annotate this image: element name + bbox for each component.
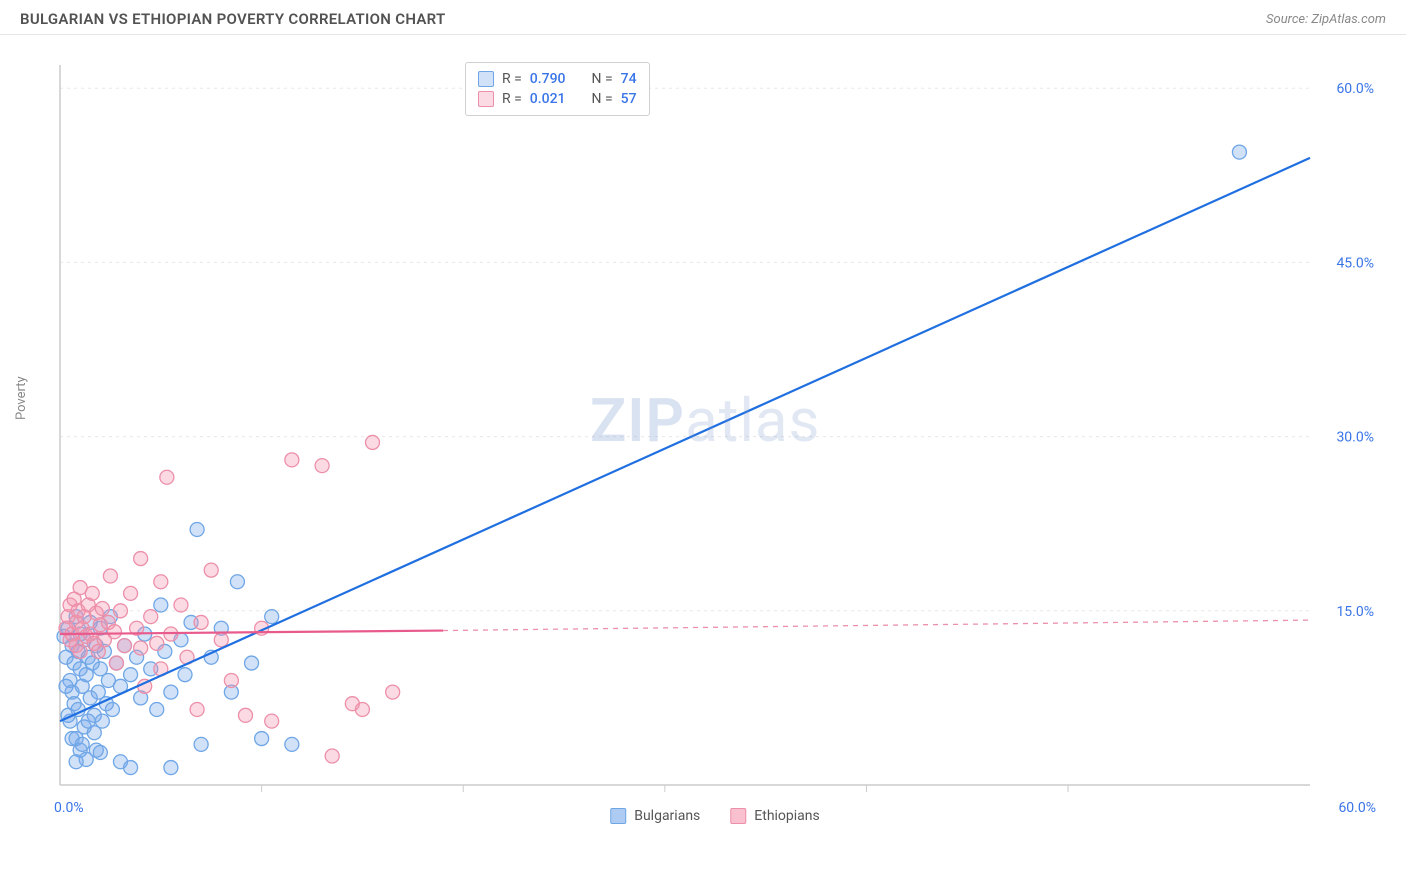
regression-dash-ethiopians [443, 620, 1310, 630]
data-point-ethiopians [386, 685, 400, 699]
y-axis-label: Poverty [14, 376, 29, 420]
data-point-ethiopians [194, 615, 208, 629]
data-point-bulgarians [190, 523, 204, 537]
n-label: N = [592, 91, 613, 107]
data-point-ethiopians [174, 598, 188, 612]
data-point-ethiopians [238, 708, 252, 722]
data-point-bulgarians [164, 761, 178, 775]
data-point-bulgarians [69, 755, 83, 769]
data-point-ethiopians [325, 749, 339, 763]
data-point-ethiopians [107, 625, 121, 639]
stats-row-bulgarians: R = 0.790 N = 74 [478, 69, 637, 89]
chart-source: Source: ZipAtlas.com [1266, 12, 1386, 27]
data-point-ethiopians [150, 636, 164, 650]
n-value-bulgarians: 74 [621, 71, 637, 87]
legend-label: Bulgarians [634, 808, 700, 824]
data-point-ethiopians [85, 586, 99, 600]
data-point-bulgarians [164, 685, 178, 699]
data-point-ethiopians [190, 703, 204, 717]
data-point-ethiopians [103, 569, 117, 583]
data-point-bulgarians [265, 610, 279, 624]
x-axis-max-label: 60.0% [1338, 800, 1376, 816]
legend-swatch [730, 808, 746, 824]
y-tick-label: 15.0% [1336, 604, 1374, 620]
data-point-ethiopians [204, 563, 218, 577]
correlation-stats-box: R = 0.790 N = 74 R = 0.021 N = 57 [465, 62, 650, 116]
data-point-bulgarians [75, 737, 89, 751]
data-point-bulgarians [245, 656, 259, 670]
data-point-ethiopians [265, 714, 279, 728]
y-tick-label: 30.0% [1336, 430, 1374, 446]
data-point-bulgarians [93, 745, 107, 759]
data-point-ethiopians [144, 610, 158, 624]
series-legend: Bulgarians Ethiopians [610, 808, 820, 824]
data-point-bulgarians [255, 732, 269, 746]
data-point-bulgarians [150, 703, 164, 717]
data-point-ethiopians [214, 633, 228, 647]
data-point-bulgarians [194, 737, 208, 751]
stats-swatch-ethiopians [478, 91, 494, 107]
data-point-ethiopians [134, 641, 148, 655]
data-point-ethiopians [73, 644, 87, 658]
data-point-ethiopians [160, 470, 174, 484]
r-label: R = [502, 71, 522, 87]
data-point-bulgarians [285, 737, 299, 751]
regression-line-bulgarians [60, 158, 1310, 721]
data-point-ethiopians [124, 586, 138, 600]
n-value-ethiopians: 57 [621, 91, 637, 107]
data-point-ethiopians [113, 604, 127, 618]
stats-row-ethiopians: R = 0.021 N = 57 [478, 89, 637, 109]
x-axis-min-label: 0.0% [54, 800, 84, 816]
data-point-ethiopians [224, 673, 238, 687]
chart-title: BULGARIAN VS ETHIOPIAN POVERTY CORRELATI… [20, 10, 446, 28]
data-point-ethiopians [118, 639, 132, 653]
scatter-plot-svg: 15.0% 30.0% 45.0% 60.0% [50, 50, 1380, 830]
data-point-ethiopians [315, 459, 329, 473]
r-value-bulgarians: 0.790 [530, 71, 566, 87]
data-point-bulgarians [105, 703, 119, 717]
data-point-bulgarians [178, 668, 192, 682]
chart-plot-area: 15.0%30.0%45.0%60.0% ZIPatlas R =0.790N … [50, 50, 1380, 830]
r-value-ethiopians: 0.021 [530, 91, 566, 107]
data-point-ethiopians [285, 453, 299, 467]
data-point-ethiopians [355, 703, 369, 717]
data-point-bulgarians [124, 761, 138, 775]
data-point-bulgarians [81, 714, 95, 728]
data-point-bulgarians [1232, 145, 1246, 159]
data-point-ethiopians [366, 435, 380, 449]
data-point-bulgarians [124, 668, 138, 682]
legend-label: Ethiopians [754, 808, 819, 824]
legend-swatch [610, 808, 626, 824]
data-point-ethiopians [154, 575, 168, 589]
n-label: N = [592, 71, 613, 87]
data-point-ethiopians [134, 552, 148, 566]
data-point-ethiopians [95, 601, 109, 615]
data-point-bulgarians [154, 598, 168, 612]
y-tick-label: 45.0% [1336, 255, 1374, 271]
data-point-bulgarians [59, 679, 73, 693]
r-label: R = [502, 91, 522, 107]
stats-swatch-bulgarians [478, 71, 494, 87]
y-tick-label: 60.0% [1336, 81, 1374, 97]
data-point-bulgarians [230, 575, 244, 589]
data-point-ethiopians [109, 656, 123, 670]
chart-header: BULGARIAN VS ETHIOPIAN POVERTY CORRELATI… [0, 0, 1406, 35]
legend-item-bulgarians: Bulgarians [610, 808, 700, 824]
legend-item-ethiopians: Ethiopians [730, 808, 819, 824]
